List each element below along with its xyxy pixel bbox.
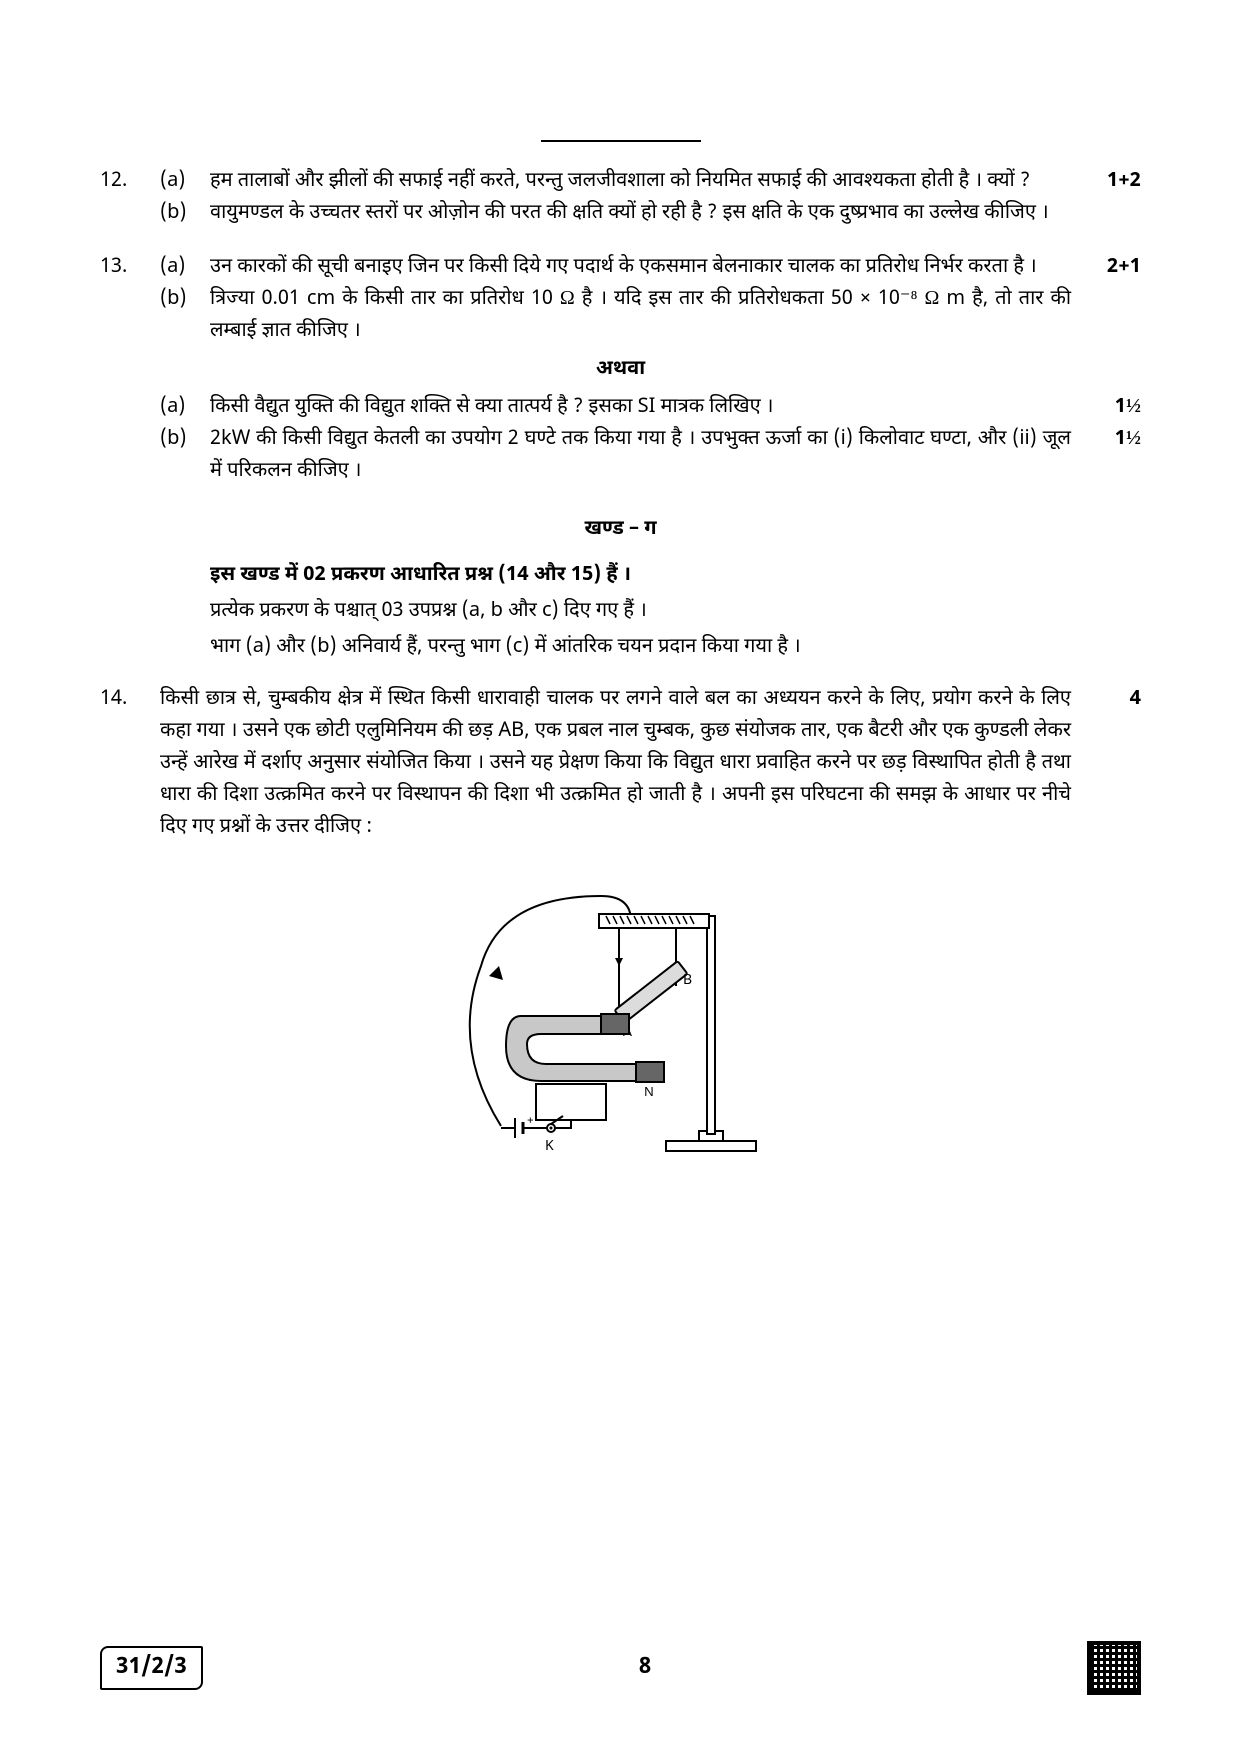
q13-number: 13. [100,252,160,284]
section-c-line3: भाग (a) और (b) अनिवार्य हैं, परन्तु भाग … [210,632,1141,664]
svg-text:+: + [527,1113,534,1129]
q13-alt-b-marks: 1½ [1071,424,1141,456]
section-c-line2: प्रत्येक प्रकरण के पश्चात् 03 उपप्रश्न (… [210,596,1141,628]
q13-alt-a-label: (a) [160,392,210,424]
question-14: 14. किसी छात्र से, चुम्बकीय क्षेत्र में … [100,684,1141,844]
question-12: 12. (a) हम तालाबों और झीलों की सफाई नहीं… [100,166,1141,230]
section-c-line1: इस खण्ड में 02 प्रकरण आधारित प्रश्न (14 … [210,560,1141,592]
q13b-label: (b) [160,284,210,316]
top-rule [541,140,701,142]
q14-marks: 4 [1071,684,1141,716]
q13a-label: (a) [160,252,210,284]
svg-text:B: B [683,971,692,990]
q13-alt-b-label: (b) [160,424,210,456]
paper-code: 31/2/3 [100,1646,203,1689]
q13a-text: उन कारकों की सूची बनाइए जिन पर किसी दिये… [210,252,1071,284]
q12b-label: (b) [160,198,210,230]
q13-or: अथवा [100,354,1141,386]
q12a-marks: 1+2 [1071,166,1141,198]
section-c-title: खण्ड – ग [100,514,1141,546]
q13b-text: त्रिज्या 0.01 cm के किसी तार का प्रतिरोध… [210,284,1071,348]
q12b-text: वायुमण्डल के उच्चतर स्तरों पर ओज़ोन की प… [210,198,1071,230]
q14-diagram: A B S N + K [100,866,1141,1178]
q13-alt-a-marks: 1½ [1071,392,1141,424]
q14-number: 14. [100,684,160,716]
q13-alt-b-text: 2kW की किसी विद्युत केतली का उपयोग 2 घण्… [210,424,1071,488]
q13-alt-a-text: किसी वैद्युत युक्ति की विद्युत शक्ति से … [210,392,1071,424]
question-13: 13. (a) उन कारकों की सूची बनाइए जिन पर क… [100,252,1141,488]
svg-text:S: S [609,999,616,1016]
svg-text:N: N [644,1085,654,1102]
qr-code-icon [1087,1641,1141,1695]
svg-text:K: K [545,1137,554,1156]
page-number: 8 [639,1650,651,1685]
page-footer: 31/2/3 8 [100,1641,1141,1695]
q14-text: किसी छात्र से, चुम्बकीय क्षेत्र में स्थि… [160,684,1071,844]
q12-number: 12. [100,166,160,198]
q13a-marks: 2+1 [1071,252,1141,284]
q12a-text: हम तालाबों और झीलों की सफाई नहीं करते, प… [210,166,1071,198]
q12a-label: (a) [160,166,210,198]
